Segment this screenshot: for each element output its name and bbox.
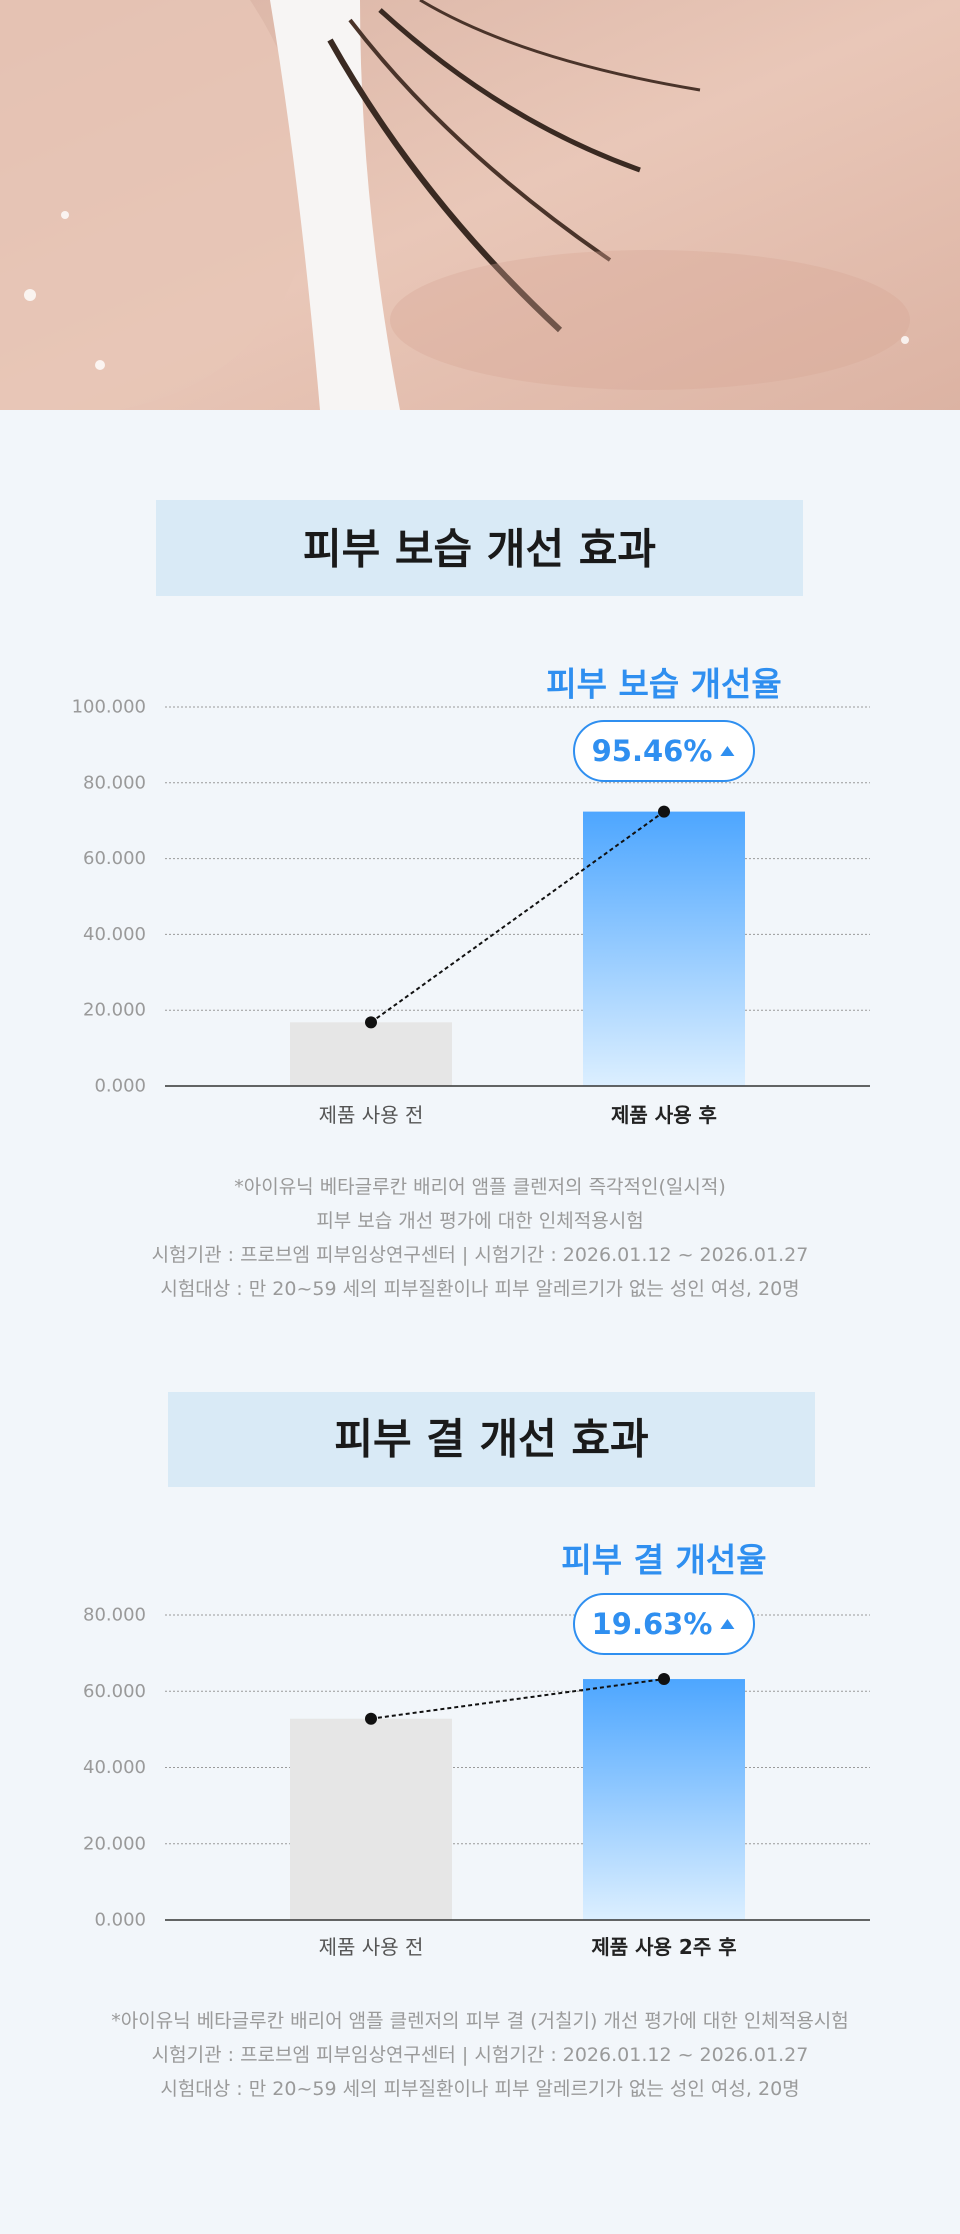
x-tick-label: 제품 사용 전	[319, 1103, 424, 1127]
y-tick-label: 80.000	[83, 1605, 146, 1626]
up-triangle	[720, 1619, 735, 1629]
x-tick-label: 제품 사용 2주 후	[591, 1935, 736, 1959]
connector-line	[370, 1678, 665, 1720]
bar	[583, 1679, 745, 1920]
y-tick-label: 20.000	[83, 1833, 146, 1854]
up-triangle	[720, 746, 735, 756]
y-tick-label: 40.000	[83, 924, 146, 945]
x-tick-label: 제품 사용 후	[611, 1103, 717, 1127]
y-tick-label: 20.000	[83, 1000, 146, 1021]
point-marker	[658, 805, 670, 818]
annotation-pill	[573, 1593, 755, 1655]
bar	[290, 1718, 452, 1920]
annotation-pill	[573, 720, 755, 782]
point-marker	[658, 1673, 670, 1686]
y-tick-label: 40.000	[83, 1757, 146, 1778]
annotation-value: 19.63%	[592, 1607, 713, 1641]
footnote: 시험대상 : 만 20~59 세의 피부질환이나 피부 알레르기가 없는 성인 …	[160, 2078, 799, 2100]
footnote: 시험대상 : 만 20~59 세의 피부질환이나 피부 알레르기가 없는 성인 …	[160, 1278, 799, 1300]
footnote: *아이유닉 베타글루칸 배리어 앰플 클렌저의 즉각적인(일시적)	[234, 1176, 726, 1198]
point-marker	[365, 1016, 377, 1029]
annotation-value: 95.46%	[592, 734, 713, 768]
point-marker	[365, 1712, 377, 1725]
y-tick-label: 0.000	[94, 1910, 146, 1931]
bar	[583, 811, 745, 1086]
y-tick-label: 100.000	[72, 697, 146, 718]
x-tick-label: 제품 사용 전	[319, 1935, 424, 1959]
footnote: 시험기관 : 프로브엠 피부임상연구센터 | 시험기간 : 2026.01.12…	[152, 1244, 809, 1266]
title-box	[168, 1392, 815, 1487]
hero-photo	[0, 0, 960, 410]
highlight-label: 피부 보습 개선율	[546, 665, 782, 704]
bar	[290, 1022, 452, 1086]
footnote: 피부 보습 개선 평가에 대한 인체적용시험	[316, 1210, 643, 1232]
y-tick-label: 0.000	[94, 1076, 146, 1097]
y-tick-label: 60.000	[83, 1681, 146, 1702]
chart-title: 피부 보습 개선 효과	[303, 525, 656, 574]
title-box	[156, 500, 803, 596]
footnote: 시험기관 : 프로브엠 피부임상연구센터 | 시험기간 : 2026.01.12…	[152, 2044, 809, 2066]
footnote: *아이유닉 베타글루칸 배리어 앰플 클렌저의 피부 결 (거칠기) 개선 평가…	[111, 2010, 849, 2032]
y-tick-label: 60.000	[83, 848, 146, 869]
highlight-label: 피부 결 개선율	[561, 1541, 766, 1580]
chart-title: 피부 결 개선 효과	[334, 1415, 648, 1464]
y-tick-label: 80.000	[83, 772, 146, 793]
